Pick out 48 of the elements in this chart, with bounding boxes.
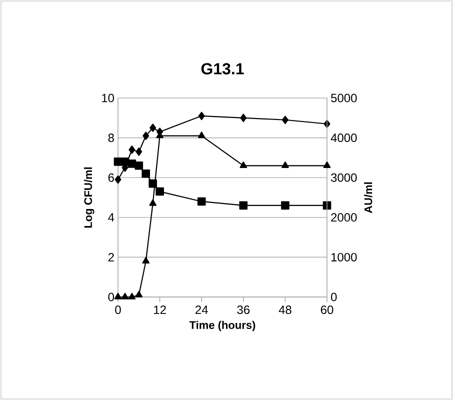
- x-tick-label: 36: [237, 306, 250, 314]
- x-tick-label: 48: [278, 306, 292, 314]
- point: [134, 162, 144, 170]
- y2-tick-label: 4000: [330, 134, 357, 142]
- point: [281, 201, 290, 210]
- point: [282, 116, 288, 124]
- x-axis-title: Time (hours): [189, 320, 256, 332]
- point: [136, 148, 142, 156]
- x-tick-label: 12: [154, 306, 166, 314]
- point: [240, 114, 247, 122]
- point: [240, 162, 248, 168]
- y-tick-label: 10: [102, 94, 114, 102]
- point: [120, 158, 130, 166]
- point: [114, 175, 122, 184]
- y2-tick-label: 3000: [330, 173, 357, 182]
- y-tick-label: 6: [108, 173, 114, 182]
- point: [149, 199, 157, 206]
- y-axis-title: Log CFU/ml: [84, 167, 94, 228]
- point: [121, 292, 129, 300]
- y-tick-label: 0: [108, 292, 114, 302]
- y-tick-label: 2: [108, 253, 114, 262]
- y2-tick-label: 1000: [331, 252, 357, 262]
- point: [142, 169, 150, 178]
- x-tick-label: 60: [320, 306, 334, 314]
- point: [197, 197, 206, 206]
- point: [198, 112, 205, 120]
- point: [128, 146, 136, 154]
- x-tick-label: 0: [115, 306, 121, 314]
- y2-tick-label: 0: [331, 292, 337, 302]
- point: [135, 290, 143, 298]
- x-tick-label: 24: [196, 306, 208, 314]
- point: [156, 187, 164, 196]
- point: [323, 162, 331, 168]
- y2-tick-label: 2000: [331, 213, 357, 222]
- y2-tick-label: 5000: [331, 94, 357, 102]
- point: [150, 124, 156, 132]
- y-tick-label: 8: [108, 134, 114, 142]
- point: [142, 257, 150, 264]
- chart-title: G13.1: [201, 63, 244, 74]
- point: [282, 162, 289, 168]
- point: [128, 292, 136, 300]
- point: [198, 132, 206, 138]
- y-tick-label: 4: [108, 213, 114, 222]
- point: [142, 132, 150, 140]
- point: [239, 201, 248, 210]
- point: [114, 292, 122, 300]
- y2-axis-title: AU/ml: [364, 182, 372, 214]
- point: [128, 160, 136, 168]
